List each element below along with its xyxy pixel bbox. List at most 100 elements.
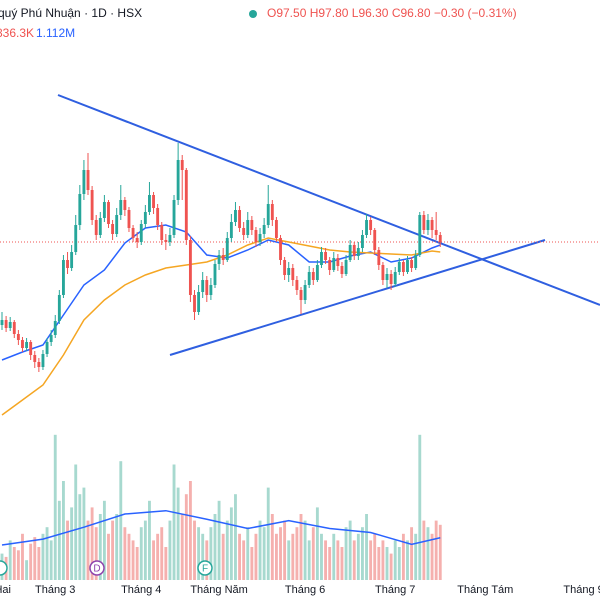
volume-bar: [234, 494, 237, 580]
volume-bar: [406, 540, 409, 580]
candle-body: [4, 320, 8, 328]
volume-bar: [426, 527, 430, 580]
candle-body: [246, 220, 250, 235]
volume-bar: [33, 537, 37, 580]
candle-body: [397, 262, 401, 272]
candle-body: [258, 234, 262, 242]
candle-body: [25, 342, 29, 348]
candle-body: [45, 342, 49, 354]
volume-bar: [348, 520, 352, 580]
candle-body: [217, 255, 221, 264]
volume-bar: [37, 547, 41, 580]
plot: [0, 143, 600, 580]
volume-bar: [377, 547, 381, 580]
candle-body: [115, 215, 119, 234]
candle-body: [254, 230, 258, 242]
volume-bar: [270, 514, 274, 580]
volume-bar: [438, 524, 442, 580]
volume-bar: [242, 540, 246, 580]
volume-bar: [12, 547, 16, 580]
event-marker[interactable]: [197, 560, 213, 576]
volume-bar: [299, 514, 303, 580]
candle-body: [156, 208, 160, 225]
candle-body: [315, 265, 319, 280]
volume-bar: [156, 533, 160, 580]
event-label: D: [93, 564, 100, 575]
volume-bar: [291, 533, 295, 580]
candle-body: [143, 212, 147, 224]
x-tick-label: Tháng Năm: [190, 584, 247, 596]
volume-bar: [160, 527, 164, 580]
volume-bar: [201, 533, 205, 580]
candle-body: [193, 295, 196, 312]
volume-bar: [418, 434, 422, 580]
candle-body: [389, 274, 393, 284]
event-marker[interactable]: [89, 560, 105, 576]
candle-body: [266, 204, 270, 225]
candle-body: [287, 268, 291, 275]
candle-body: [90, 190, 94, 220]
candle-body: [291, 268, 295, 280]
candle-body: [49, 335, 53, 342]
volume-bar: [266, 487, 270, 580]
volume-bar: [229, 507, 233, 580]
volume-bar: [295, 527, 299, 580]
volume-bar: [102, 500, 106, 580]
volume-bar: [430, 533, 434, 580]
volume-bar: [168, 520, 172, 580]
candle-body: [86, 170, 90, 190]
volume-bar: [320, 533, 323, 580]
volume-bar: [78, 494, 82, 580]
volume-bar: [139, 527, 143, 580]
volume-bar: [131, 540, 135, 580]
event-label: F: [202, 564, 208, 575]
candle-body: [21, 340, 24, 348]
candle-body: [37, 362, 41, 367]
candle-body: [426, 220, 430, 230]
candle-body: [16, 334, 20, 340]
candle-body: [418, 215, 422, 255]
candle-body: [168, 235, 172, 242]
candle-body: [8, 322, 12, 328]
candle-body: [78, 194, 82, 225]
volume-bar: [213, 514, 217, 580]
symbol: quý Phú Nhuận · 1D · HSX: [0, 6, 142, 20]
volume-bar: [90, 507, 94, 580]
candle-body: [356, 248, 360, 256]
trend-line: [57, 94, 600, 306]
candle-body: [393, 272, 397, 284]
candle-body: [434, 230, 438, 235]
candle-body: [274, 220, 278, 238]
candle-body: [164, 240, 168, 242]
candle-body: [332, 258, 336, 270]
candle-body: [213, 264, 217, 285]
volume-bar: [361, 527, 364, 580]
candle-body: [94, 220, 98, 235]
candle-body: [299, 290, 303, 300]
volume-bar: [135, 547, 139, 580]
volume-bar: [381, 540, 385, 580]
candle-body: [57, 295, 61, 321]
ohlc: O97.50 H97.80 L96.30 C96.80 −0.30 (−0.31…: [267, 6, 517, 20]
volume-bar: [356, 533, 360, 580]
event-marker[interactable]: [0, 560, 8, 576]
candle-body: [62, 260, 65, 295]
volume-bar: [340, 547, 344, 580]
candle-body: [344, 260, 348, 274]
candle-body: [225, 238, 229, 260]
volume-bar: [66, 520, 69, 580]
volume-bar: [62, 481, 65, 580]
volume-bar: [143, 520, 147, 580]
open: O97.50: [267, 6, 307, 20]
candle-body: [41, 354, 45, 367]
volume-bar: [397, 547, 401, 580]
candle-body: [123, 200, 127, 210]
x-tick-label: Tháng 4: [121, 584, 161, 596]
candle-body: [172, 200, 176, 235]
candle-body: [385, 274, 389, 280]
x-tick-label: Tháng 7: [375, 584, 415, 596]
volume-bar: [246, 527, 250, 580]
candle-body: [303, 285, 307, 300]
candle-body: [98, 218, 102, 235]
